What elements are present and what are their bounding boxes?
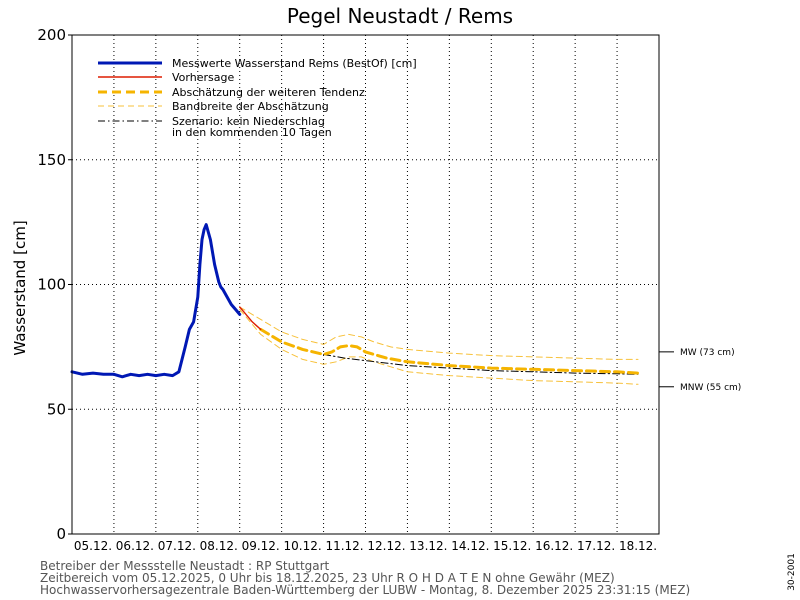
x-date-label: 06.12.	[116, 539, 154, 553]
legend: Messwerte Wasserstand Rems (BestOf) [cm]…	[98, 57, 417, 139]
footer-timerange: Zeitbereich vom 05.12.2025, 0 Uhr bis 18…	[40, 571, 615, 585]
legend-label-measured: Messwerte Wasserstand Rems (BestOf) [cm]	[172, 57, 417, 70]
x-date-label: 11.12.	[325, 539, 363, 553]
legend-label-scenario: Szenario: kein Niederschlag	[172, 115, 325, 128]
x-date-label: 13.12.	[409, 539, 447, 553]
legend-label-trend: Abschätzung der weiteren Tendenz	[172, 86, 365, 99]
y-tick-label: 200	[37, 26, 66, 44]
legend-label-scenario-line2: in den kommenden 10 Tagen	[172, 126, 332, 139]
x-date-label: 07.12.	[158, 539, 196, 553]
legend-label-bandwidth: Bandbreite der Abschätzung	[172, 100, 329, 113]
bandwidth-lines	[239, 306, 639, 385]
reference-levels: MW (73 cm) MNW (55 cm)	[659, 348, 741, 393]
series-bandwidth-upper	[239, 306, 639, 360]
legend-label-forecast: Vorhersage	[172, 71, 234, 84]
x-date-label: 15.12.	[493, 539, 531, 553]
x-date-label: 17.12.	[577, 539, 615, 553]
y-axis-ticks: 0 50 100 150 200	[37, 26, 72, 543]
series-scenario	[323, 353, 639, 375]
x-axis-date-labels: 05.12. 06.12. 07.12. 08.12. 09.12. 10.12. 11.1…	[74, 539, 657, 553]
grid	[72, 35, 659, 534]
footer-operator: Betreiber der Messstelle Neustadt : RP S…	[40, 559, 330, 573]
x-date-label: 18.12.	[619, 539, 657, 553]
footer-agency: Hochwasservorhersagezentrale Baden-Württ…	[40, 583, 690, 597]
side-code: 30-2001	[787, 553, 797, 591]
reference-label: MNW (55 cm)	[680, 383, 741, 393]
x-date-label: 05.12.	[74, 539, 112, 553]
x-date-label: 16.12.	[535, 539, 573, 553]
series-trend	[259, 327, 640, 375]
x-date-label: 08.12.	[200, 539, 238, 553]
x-date-label: 10.12.	[284, 539, 322, 553]
series-measured	[70, 223, 242, 379]
x-date-label: 14.12.	[451, 539, 489, 553]
y-tick-label: 100	[37, 276, 66, 294]
y-tick-label: 50	[47, 400, 66, 418]
y-tick-label: 150	[37, 151, 66, 169]
x-date-label: 12.12.	[367, 539, 405, 553]
chart-title: Pegel Neustadt / Rems	[287, 4, 513, 28]
y-axis-label: Wasserstand [cm]	[11, 220, 29, 355]
series-forecast	[238, 306, 262, 331]
x-date-label: 09.12.	[242, 539, 280, 553]
series-lines	[70, 223, 640, 379]
y-tick-label: 0	[56, 525, 66, 543]
reference-label: MW (73 cm)	[680, 348, 735, 358]
